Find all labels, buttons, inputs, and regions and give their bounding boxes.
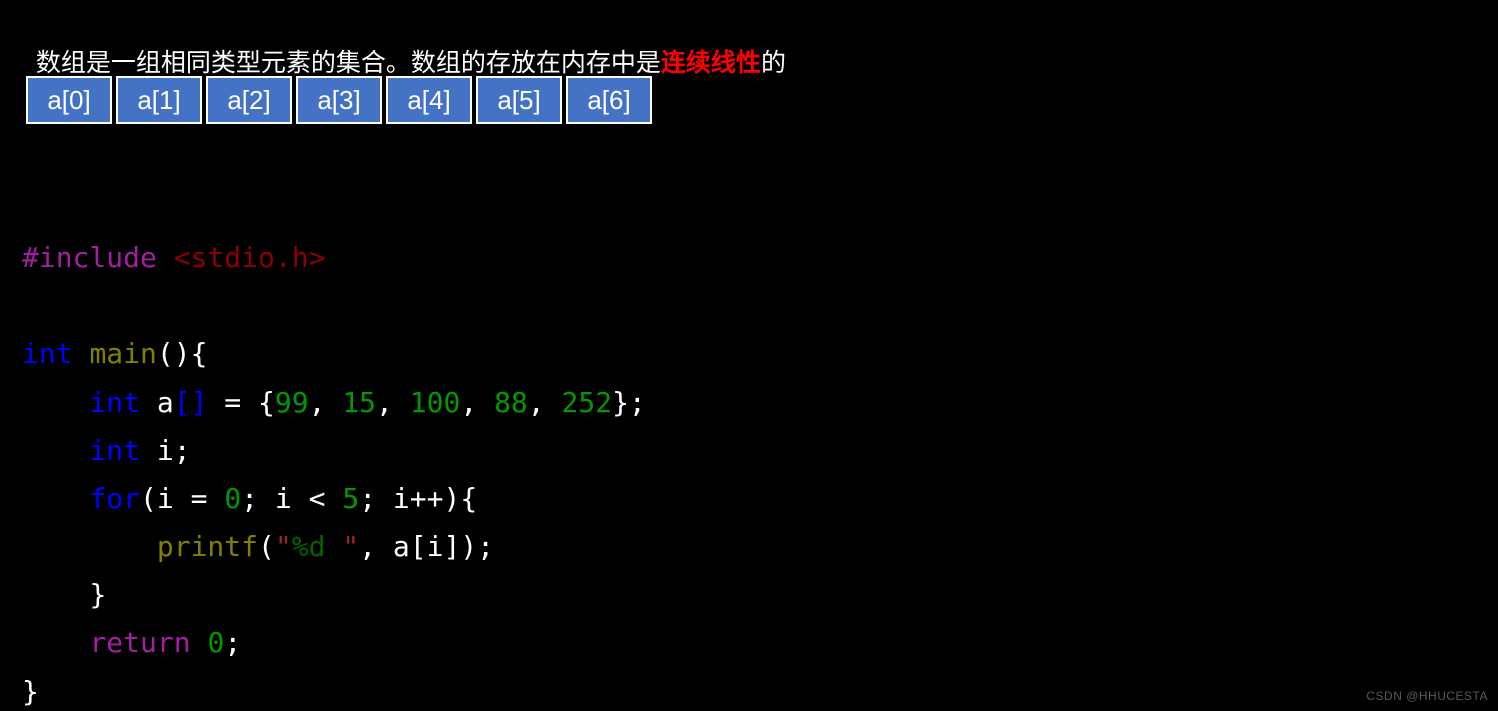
token-header: <stdio.h> bbox=[174, 241, 326, 274]
token-number: 252 bbox=[562, 386, 613, 419]
code-block: #include <stdio.h> int main(){ int a[] =… bbox=[22, 186, 646, 711]
array-cell: a[1] bbox=[116, 76, 202, 124]
token-number: 0 bbox=[207, 626, 224, 659]
array-cell: a[5] bbox=[476, 76, 562, 124]
token-comma: , bbox=[376, 386, 410, 419]
token-keyword: int bbox=[89, 434, 140, 467]
token-text: i; bbox=[140, 434, 191, 467]
token-comma: , bbox=[460, 386, 494, 419]
token-text: , a[i]); bbox=[359, 530, 494, 563]
token-text: = { bbox=[207, 386, 274, 419]
token-number: 99 bbox=[275, 386, 309, 419]
token-space bbox=[73, 337, 90, 370]
token-keyword: for bbox=[89, 482, 140, 515]
heading-post: 的 bbox=[761, 49, 786, 77]
array-row: a[0] a[1] a[2] a[3] a[4] a[5] a[6] bbox=[26, 76, 652, 124]
array-cell: a[4] bbox=[386, 76, 472, 124]
token-paren: ( bbox=[258, 530, 275, 563]
heading-text: 数组是一组相同类型元素的集合。数组的存放在内存中是连续线性的 bbox=[22, 14, 786, 79]
token-keyword: int bbox=[22, 337, 73, 370]
token-space bbox=[157, 241, 174, 274]
array-cell: a[3] bbox=[296, 76, 382, 124]
token-text: }; bbox=[612, 386, 646, 419]
token-string: " bbox=[325, 530, 359, 563]
token-text: a bbox=[140, 386, 174, 419]
code-line-1: #include <stdio.h> bbox=[22, 241, 325, 274]
token-text: ; bbox=[224, 626, 241, 659]
array-cell: a[0] bbox=[26, 76, 112, 124]
token-number: 0 bbox=[224, 482, 241, 515]
token-indent bbox=[22, 626, 89, 659]
code-line-6: for(i = 0; i < 5; i++){ bbox=[22, 482, 477, 515]
code-line-5: int i; bbox=[22, 434, 191, 467]
token-number: 100 bbox=[410, 386, 461, 419]
token-brackets: [] bbox=[174, 386, 208, 419]
watermark: CSDN @HHUCESTA bbox=[1366, 689, 1488, 703]
token-text: (){ bbox=[157, 337, 208, 370]
token-comma: , bbox=[528, 386, 562, 419]
token-keyword: return bbox=[89, 626, 190, 659]
token-text: ; i++){ bbox=[359, 482, 477, 515]
token-func: printf bbox=[157, 530, 258, 563]
array-cell: a[6] bbox=[566, 76, 652, 124]
token-text: } bbox=[89, 578, 106, 611]
code-line-3: int main(){ bbox=[22, 337, 207, 370]
token-text: ; i < bbox=[241, 482, 342, 515]
token-number: 15 bbox=[342, 386, 376, 419]
code-line-9: return 0; bbox=[22, 626, 241, 659]
code-line-4: int a[] = {99, 15, 100, 88, 252}; bbox=[22, 386, 646, 419]
token-format: %d bbox=[292, 530, 326, 563]
code-line-8: } bbox=[22, 578, 106, 611]
token-indent bbox=[22, 530, 157, 563]
token-number: 5 bbox=[342, 482, 359, 515]
token-comma: , bbox=[309, 386, 343, 419]
token-preproc: #include bbox=[22, 241, 157, 274]
token-text: (i = bbox=[140, 482, 224, 515]
code-line-7: printf("%d ", a[i]); bbox=[22, 530, 494, 563]
token-indent bbox=[22, 386, 89, 419]
array-cell: a[2] bbox=[206, 76, 292, 124]
token-keyword: int bbox=[89, 386, 140, 419]
code-line-10: } bbox=[22, 675, 39, 708]
token-indent bbox=[22, 434, 89, 467]
token-number: 88 bbox=[494, 386, 528, 419]
token-indent bbox=[22, 578, 89, 611]
heading-highlight: 连续线性 bbox=[661, 49, 761, 77]
token-func: main bbox=[89, 337, 156, 370]
token-indent bbox=[22, 482, 89, 515]
heading-pre: 数组是一组相同类型元素的集合。数组的存放在内存中是 bbox=[36, 49, 661, 77]
token-string: " bbox=[275, 530, 292, 563]
token-space bbox=[191, 626, 208, 659]
